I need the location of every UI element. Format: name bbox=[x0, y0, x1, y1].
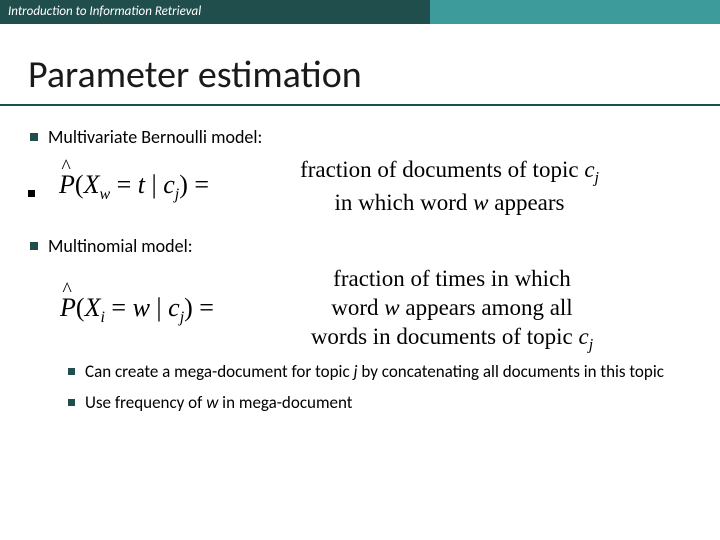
bullet-icon bbox=[30, 242, 38, 250]
bullet-icon bbox=[30, 133, 38, 141]
formula-bernoulli-desc: fraction of documents of topic cj in whi… bbox=[209, 156, 690, 217]
bullet-icon bbox=[28, 190, 35, 197]
course-title: Introduction to Information Retrieval bbox=[0, 0, 430, 24]
header-accent bbox=[430, 0, 720, 24]
bullet-bernoulli: Multivariate Bernoulli model: bbox=[30, 126, 690, 148]
p-hat: P bbox=[60, 293, 76, 323]
sub-bullet-frequency: Use frequency of w in mega-document bbox=[68, 392, 690, 414]
slide-content: Multivariate Bernoulli model: P(Xw = t |… bbox=[0, 106, 720, 414]
formula-bernoulli: P(Xw = t | cj) = bbox=[53, 170, 209, 204]
bullet-icon bbox=[68, 368, 75, 375]
formula-multinomial-desc: fraction of times in which word w appear… bbox=[214, 265, 690, 355]
sub-bullet-megadoc: Can create a mega-document for topic j b… bbox=[68, 361, 690, 383]
bullet-icon bbox=[68, 399, 75, 406]
p-hat: P bbox=[59, 170, 75, 200]
header-bar: Introduction to Information Retrieval bbox=[0, 0, 720, 24]
slide-title: Parameter estimation bbox=[0, 24, 720, 104]
formula-row-multinomial: P(Xi = w | cj) = fraction of times in wh… bbox=[30, 265, 690, 355]
formula-multinomial: P(Xi = w | cj) = bbox=[30, 293, 214, 327]
bullet-multinomial: Multinomial model: bbox=[30, 235, 690, 257]
formula-row-bernoulli: P(Xw = t | cj) = fraction of documents o… bbox=[30, 156, 690, 217]
bullet-text-multinomial: Multinomial model: bbox=[48, 235, 193, 257]
bullet-text-bernoulli: Multivariate Bernoulli model: bbox=[48, 126, 262, 148]
sub-bullets: Can create a mega-document for topic j b… bbox=[30, 361, 690, 413]
